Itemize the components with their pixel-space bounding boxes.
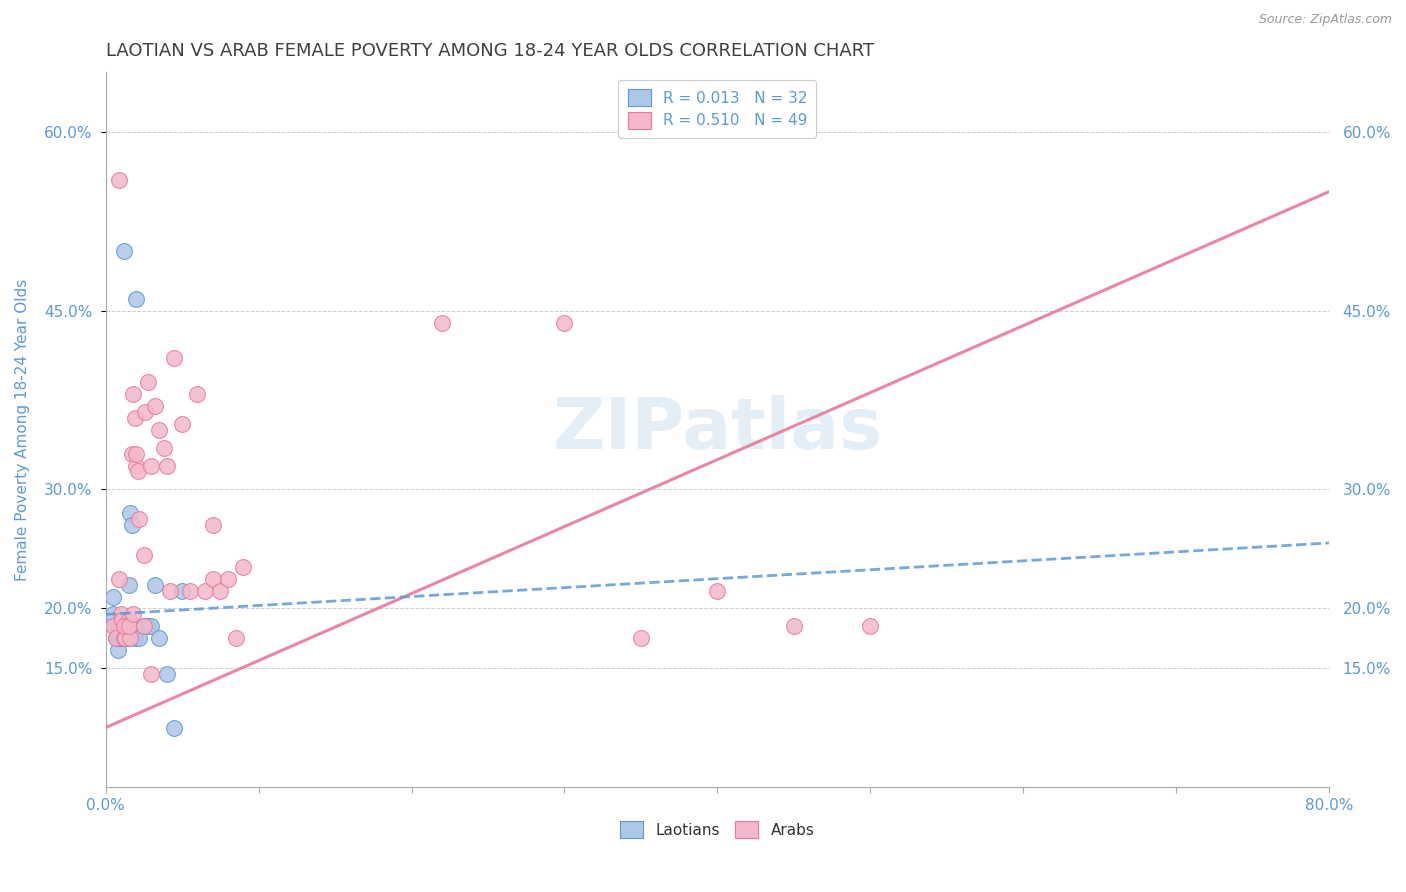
- Point: [121, 518, 143, 533]
- Point: [108, 172, 131, 186]
- Point: [127, 465, 149, 479]
- Point: [143, 577, 166, 591]
- Point: [117, 619, 139, 633]
- Point: [132, 619, 155, 633]
- Text: LAOTIAN VS ARAB FEMALE POVERTY AMONG 18-24 YEAR OLDS CORRELATION CHART: LAOTIAN VS ARAB FEMALE POVERTY AMONG 18-…: [105, 42, 873, 60]
- Point: [194, 583, 217, 598]
- Point: [152, 441, 174, 455]
- Point: [115, 619, 138, 633]
- Point: [107, 632, 129, 646]
- Point: [170, 583, 193, 598]
- Point: [163, 351, 186, 366]
- Point: [201, 572, 224, 586]
- Point: [110, 619, 132, 633]
- Point: [141, 458, 163, 473]
- Point: [141, 619, 163, 633]
- Point: [430, 316, 453, 330]
- Point: [134, 405, 156, 419]
- Point: [121, 447, 143, 461]
- Point: [132, 619, 155, 633]
- Point: [159, 583, 181, 598]
- Point: [148, 632, 170, 646]
- Point: [110, 632, 132, 646]
- Point: [156, 458, 179, 473]
- Point: [141, 667, 163, 681]
- Point: [117, 632, 139, 646]
- Point: [128, 632, 150, 646]
- Point: [117, 577, 139, 591]
- Point: [122, 619, 145, 633]
- Point: [783, 619, 806, 633]
- Point: [107, 643, 129, 657]
- Legend: Laotians, Arabs: Laotians, Arabs: [614, 815, 821, 844]
- Point: [209, 583, 232, 598]
- Point: [125, 292, 148, 306]
- Point: [103, 619, 125, 633]
- Point: [111, 613, 134, 627]
- Point: [138, 619, 160, 633]
- Point: [122, 607, 145, 622]
- Point: [104, 619, 127, 633]
- Point: [114, 619, 136, 633]
- Point: [128, 512, 150, 526]
- Point: [110, 607, 132, 622]
- Point: [124, 410, 146, 425]
- Point: [105, 632, 128, 646]
- Point: [225, 632, 247, 646]
- Text: Source: ZipAtlas.com: Source: ZipAtlas.com: [1258, 13, 1392, 27]
- Point: [179, 583, 201, 598]
- Point: [125, 619, 148, 633]
- Point: [232, 559, 254, 574]
- Point: [114, 632, 136, 646]
- Point: [143, 399, 166, 413]
- Point: [170, 417, 193, 431]
- Point: [217, 572, 239, 586]
- Point: [111, 632, 134, 646]
- Point: [108, 632, 131, 646]
- Point: [124, 632, 146, 646]
- Point: [112, 619, 135, 633]
- Y-axis label: Female Poverty Among 18-24 Year Olds: Female Poverty Among 18-24 Year Olds: [15, 278, 30, 581]
- Point: [108, 572, 131, 586]
- Point: [156, 667, 179, 681]
- Point: [125, 447, 148, 461]
- Point: [163, 721, 186, 735]
- Point: [201, 518, 224, 533]
- Point: [706, 583, 728, 598]
- Text: ZIPatlas: ZIPatlas: [553, 395, 883, 464]
- Point: [105, 632, 128, 646]
- Point: [120, 632, 142, 646]
- Point: [112, 619, 135, 633]
- Point: [186, 387, 208, 401]
- Point: [859, 619, 882, 633]
- Point: [117, 613, 139, 627]
- Point: [108, 619, 131, 633]
- Point: [148, 423, 170, 437]
- Point: [630, 632, 652, 646]
- Point: [125, 458, 148, 473]
- Point: [553, 316, 575, 330]
- Point: [103, 590, 125, 604]
- Point: [122, 387, 145, 401]
- Point: [115, 632, 138, 646]
- Point: [103, 607, 125, 622]
- Point: [120, 506, 142, 520]
- Point: [132, 548, 155, 562]
- Point: [138, 375, 160, 389]
- Point: [112, 244, 135, 259]
- Point: [112, 632, 135, 646]
